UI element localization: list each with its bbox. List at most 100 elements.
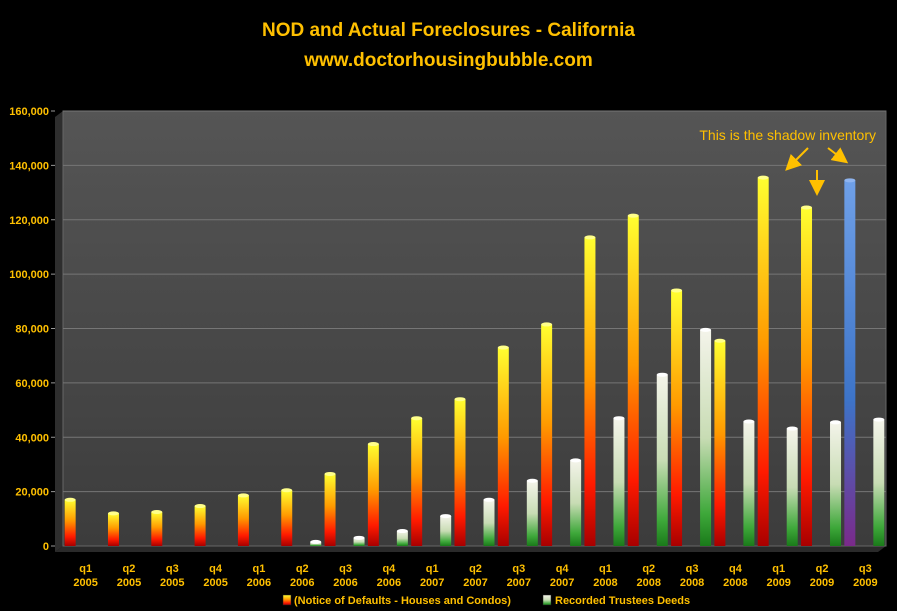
nod-bar <box>64 499 76 546</box>
x-tick-label-quarter: q1 <box>599 563 612 575</box>
x-tick-label-year: 2005 <box>203 577 227 589</box>
nod-bar-cap <box>714 338 726 343</box>
y-tick-label: 140,000 <box>9 160 49 172</box>
nod-bar-cap <box>541 322 553 327</box>
deeds-bar-cap <box>700 327 712 332</box>
deeds-bar <box>830 422 842 546</box>
y-tick-label: 160,000 <box>9 106 49 118</box>
nod-bar-cap <box>801 205 813 210</box>
deeds-bar-cap <box>743 419 755 424</box>
nod-bar <box>324 473 336 546</box>
x-tick-label-quarter: q3 <box>166 563 179 575</box>
nod-bar <box>497 347 509 546</box>
deeds-bar <box>873 419 885 546</box>
nod-bar-cap <box>237 493 249 498</box>
x-tick-label-quarter: q2 <box>642 563 655 575</box>
nod-bar <box>844 180 856 546</box>
x-tick-label-quarter: q1 <box>79 563 92 575</box>
nod-bar <box>671 290 683 546</box>
nod-bar <box>757 177 769 546</box>
y-tick-label: 40,000 <box>15 432 49 444</box>
x-tick-label-year: 2007 <box>507 577 531 589</box>
nod-bar-cap <box>497 345 509 350</box>
nod-bar-cap <box>194 504 206 509</box>
y-tick-label: 0 <box>43 541 49 553</box>
nod-bar <box>194 506 206 546</box>
deeds-bar <box>613 418 625 546</box>
y-tick-label: 20,000 <box>15 487 49 499</box>
x-tick-label-quarter: q4 <box>209 563 223 575</box>
x-tick-label-year: 2008 <box>723 577 747 589</box>
deeds-bar <box>353 537 365 546</box>
annotation-arrow <box>785 147 809 171</box>
nod-bar <box>584 237 596 546</box>
x-tick-label-quarter: q3 <box>512 563 525 575</box>
deeds-bar-cap <box>786 426 798 431</box>
plot-wall <box>55 111 63 552</box>
legend: (Notice of Defaults - Houses and Condos)… <box>282 594 690 607</box>
x-tick-label-quarter: q2 <box>469 563 482 575</box>
deeds-bar-cap <box>656 372 668 377</box>
x-tick-label-year: 2007 <box>463 577 487 589</box>
x-tick-label-quarter: q2 <box>816 563 829 575</box>
nod-bar <box>411 418 423 546</box>
chart-title: NOD and Actual Foreclosures - California <box>261 20 636 41</box>
x-tick-label-quarter: q1 <box>426 563 439 575</box>
shadow-inventory-annotation: This is the shadow inventory <box>699 127 876 143</box>
x-tick-label-year: 2005 <box>160 577 184 589</box>
nod-bar-cap <box>367 442 379 447</box>
y-tick-label: 60,000 <box>15 378 49 390</box>
nod-bar <box>237 495 249 546</box>
deeds-bar-cap <box>526 478 538 483</box>
deeds-bar <box>570 460 582 546</box>
deeds-bar <box>483 499 495 546</box>
deeds-bar-cap <box>310 539 322 544</box>
legend-label-nod: (Notice of Defaults - Houses and Condos) <box>294 595 511 607</box>
x-tick-label-year: 2006 <box>377 577 401 589</box>
chart-subtitle: www.doctorhousingbubble.com <box>304 50 593 71</box>
deeds-bar <box>310 541 322 546</box>
deeds-bar <box>786 428 798 546</box>
nod-bar <box>454 399 466 546</box>
nod-bar <box>627 215 639 546</box>
deeds-bar-cap <box>570 458 582 463</box>
x-tick-label-year: 2009 <box>810 577 834 589</box>
deeds-bar-cap <box>396 529 408 534</box>
x-tick-label-quarter: q1 <box>252 563 265 575</box>
legend-swatch-nod <box>282 594 292 606</box>
x-tick-label-quarter: q1 <box>772 563 785 575</box>
deeds-bar <box>440 516 452 546</box>
x-tick-label-year: 2009 <box>766 577 790 589</box>
deeds-bar-cap <box>353 535 365 540</box>
x-tick-label-quarter: q3 <box>859 563 872 575</box>
plot-floor <box>55 546 886 552</box>
x-tick-label-year: 2007 <box>420 577 444 589</box>
nod-bar-cap <box>844 178 856 183</box>
y-tick-label: 100,000 <box>9 269 49 281</box>
nod-bar-cap <box>411 416 423 421</box>
x-tick-label-quarter: q2 <box>296 563 309 575</box>
deeds-bar <box>700 329 712 546</box>
x-tick-label-quarter: q3 <box>339 563 352 575</box>
deeds-bar <box>743 421 755 546</box>
y-tick-label: 80,000 <box>15 324 49 336</box>
x-tick-label-year: 2009 <box>853 577 877 589</box>
nod-bar-cap <box>454 397 466 402</box>
x-tick-label-year: 2006 <box>333 577 357 589</box>
nod-bar-cap <box>584 235 596 240</box>
nod-bar-cap <box>151 510 163 515</box>
deeds-bar-cap <box>483 497 495 502</box>
x-tick-label-year: 2005 <box>117 577 141 589</box>
deeds-bar <box>656 374 668 546</box>
x-tick-label-year: 2006 <box>247 577 271 589</box>
deeds-bar-cap <box>873 417 885 422</box>
nod-bar-cap <box>324 471 336 476</box>
nod-bar-cap <box>671 288 683 293</box>
x-tick-label-quarter: q4 <box>729 563 743 575</box>
x-tick-label-quarter: q4 <box>556 563 570 575</box>
legend-swatch-deeds <box>542 594 552 606</box>
x-tick-label-year: 2008 <box>637 577 661 589</box>
y-tick-label: 120,000 <box>9 215 49 227</box>
deeds-bar-cap <box>613 416 625 421</box>
